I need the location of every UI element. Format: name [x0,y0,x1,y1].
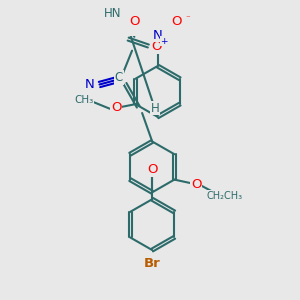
Text: ⁻: ⁻ [185,15,190,24]
Text: Br: Br [144,257,160,270]
Text: +: + [160,37,168,46]
Text: O: O [111,101,122,115]
Text: O: O [191,178,201,191]
Text: O: O [147,164,158,176]
Text: CH₃: CH₃ [74,95,93,105]
Text: N: N [153,29,163,42]
Text: N: N [85,78,94,91]
Text: O: O [172,15,182,28]
Text: C: C [115,71,123,84]
Text: H: H [151,102,160,115]
Text: O: O [129,15,140,28]
Text: O: O [151,40,161,53]
Text: HN: HN [104,7,122,20]
Text: CH₂CH₃: CH₂CH₃ [207,191,243,201]
